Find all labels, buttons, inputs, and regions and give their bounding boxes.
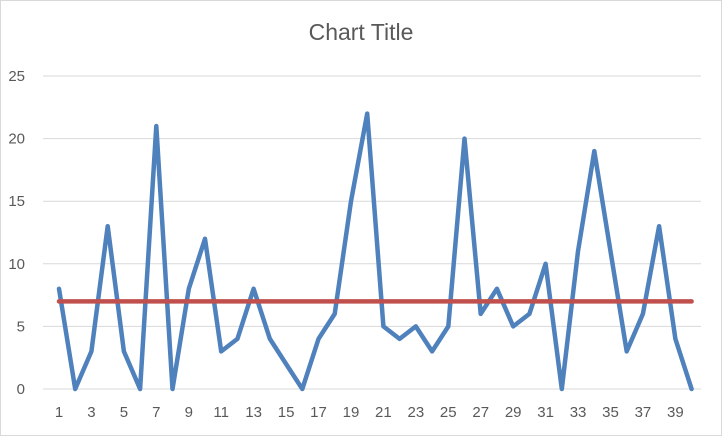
y-tick-label: 20 (8, 131, 25, 148)
chart-title: Chart Title (308, 19, 414, 45)
x-tick-label: 27 (472, 404, 489, 421)
x-tick-label: 15 (278, 404, 295, 421)
x-tick-label: 1 (55, 404, 63, 421)
x-tick-label: 33 (570, 404, 587, 421)
x-tick-label: 25 (440, 404, 457, 421)
x-tick-label: 11 (213, 404, 229, 421)
y-tick-label: 25 (8, 68, 25, 85)
x-tick-label: 39 (667, 404, 684, 421)
x-tick-label: 37 (635, 404, 652, 421)
x-tick-label: 35 (602, 404, 619, 421)
y-tick-label: 10 (8, 256, 25, 273)
x-tick-label: 21 (375, 404, 392, 421)
x-tick-label: 5 (120, 404, 128, 421)
x-tick-label: 23 (407, 404, 424, 421)
x-tick-label: 29 (505, 404, 522, 421)
x-tick-label: 3 (87, 404, 95, 421)
x-tick-label: 31 (537, 404, 554, 421)
series-line-1 (56, 111, 694, 392)
x-tick-label: 19 (343, 404, 360, 421)
y-tick-label: 5 (17, 318, 25, 335)
x-tick-label: 17 (310, 404, 327, 421)
x-tick-label: 13 (245, 404, 262, 421)
x-tick-label: 7 (152, 404, 160, 421)
y-tick-label: 15 (8, 193, 25, 210)
x-tick-label: 9 (185, 404, 193, 421)
y-tick-label: 0 (17, 381, 25, 398)
